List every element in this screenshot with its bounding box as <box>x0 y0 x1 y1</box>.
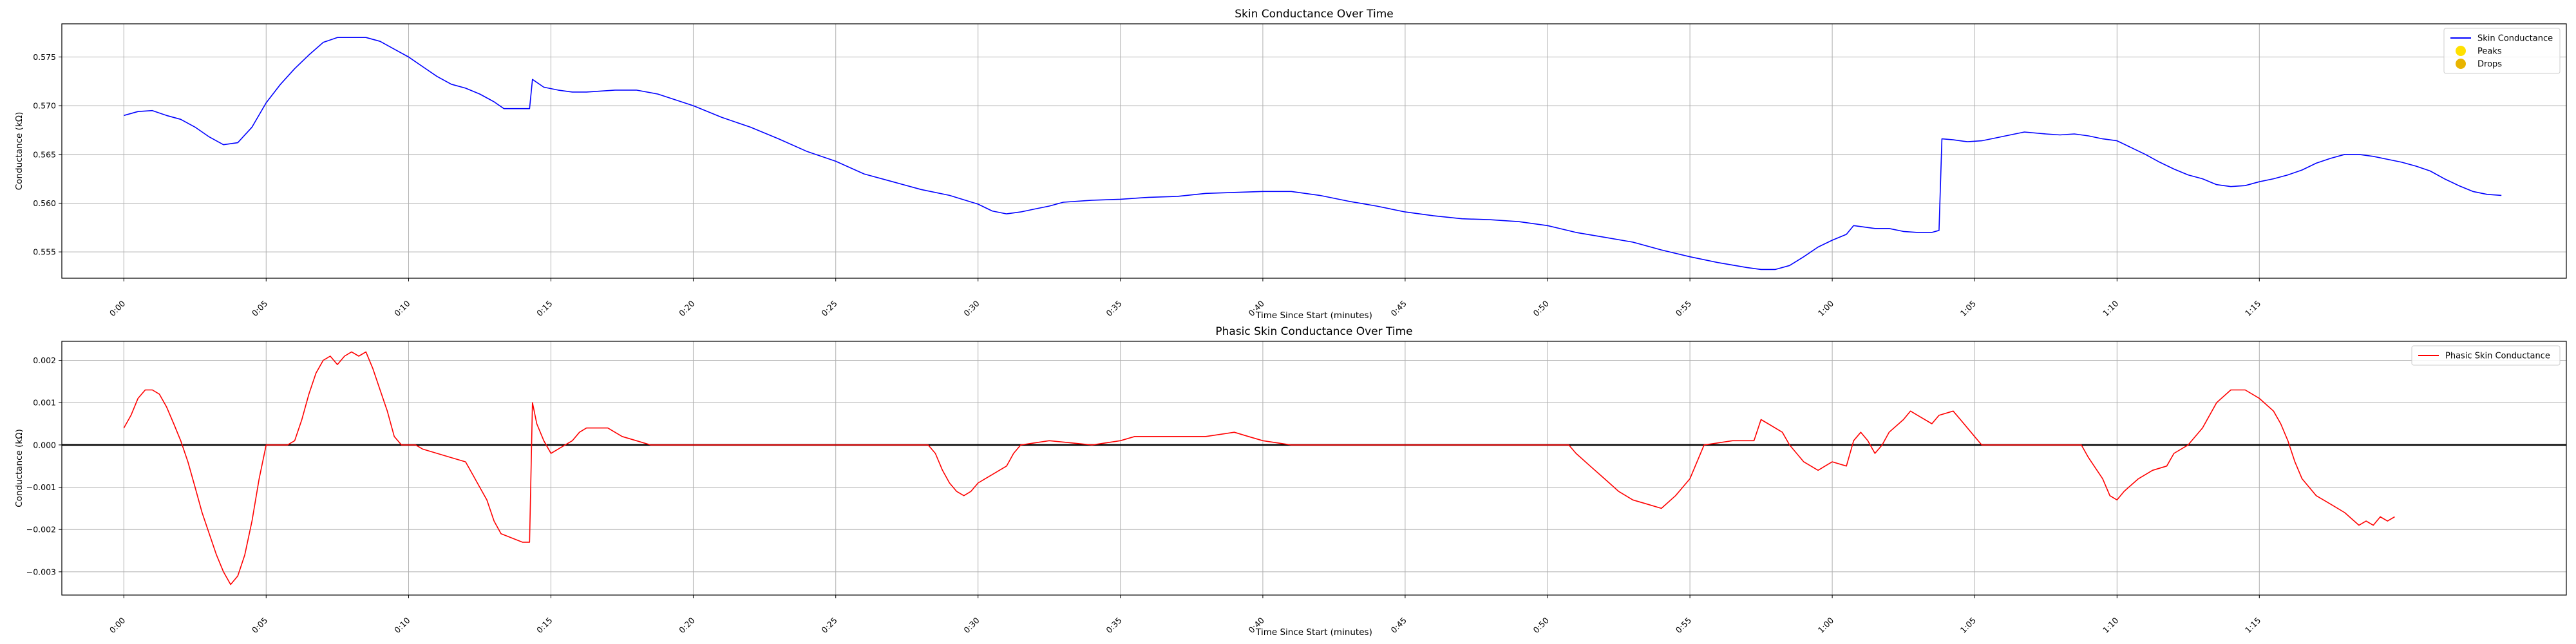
y-tick-label: 0.555 <box>33 247 56 257</box>
x-tick-label: 1:00 <box>1816 298 1835 317</box>
x-tick-label: 1:10 <box>2101 298 2120 317</box>
y-axis-ticks: −0.003 −0.002 −0.001 0.000 0.001 0.002 <box>26 355 62 576</box>
x-tick-label: 0:45 <box>1389 616 1408 635</box>
legend-marker-swatch <box>2456 59 2466 69</box>
x-tick-label: 0:30 <box>961 615 981 634</box>
legend: Skin Conductance Peaks Drops <box>2443 28 2561 74</box>
legend: Phasic Skin Conductance <box>2411 345 2561 366</box>
y-tick-label: 0.001 <box>33 398 56 408</box>
x-tick-label: 1:15 <box>2243 299 2262 318</box>
y-tick-label: −0.001 <box>26 482 56 492</box>
y-tick-label: −0.002 <box>26 525 56 535</box>
x-tick-label: 1:15 <box>2243 616 2262 635</box>
x-tick-label: 0:00 <box>108 298 127 317</box>
x-axis-ticks: 0:00 0:05 0:10 0:15 0:20 0:25 0:30 0:35 0:40 0:45… <box>108 595 2262 635</box>
legend-marker-swatch <box>2456 46 2466 56</box>
chart-title: Skin Conductance Over Time <box>1235 8 1393 21</box>
grid-lines <box>62 341 2566 595</box>
legend-label: Peaks <box>2477 47 2502 57</box>
x-tick-label: 0:15 <box>535 299 554 318</box>
legend-label: Phasic Skin Conductance <box>2445 352 2550 361</box>
x-tick-label: 0:25 <box>819 299 838 318</box>
x-axis-ticks: 0:00 0:05 0:10 0:15 0:20 0:25 0:30 0:35 0:40 0:45… <box>108 278 2262 318</box>
y-tick-label: 0.565 <box>33 149 56 159</box>
x-tick-label: 0:50 <box>1531 615 1551 634</box>
x-tick-label: 0:55 <box>1674 616 1693 635</box>
y-tick-label: 0.002 <box>33 355 56 365</box>
series-line-0 <box>123 351 2395 585</box>
y-tick-label: 0.575 <box>33 52 56 62</box>
x-tick-label: 0:30 <box>961 298 981 317</box>
x-axis-label: Time Since Start (minutes) <box>1255 310 1372 321</box>
x-tick-label: 1:05 <box>1958 299 1978 318</box>
grid-lines <box>62 24 2566 278</box>
y-tick-label: 0.000 <box>33 440 56 450</box>
y-axis-ticks: 0.555 0.560 0.565 0.570 0.575 <box>33 52 62 257</box>
phasic-chart: 0:00 0:05 0:10 0:15 0:20 0:25 0:30 0:35 0:40 0:45… <box>14 325 2567 638</box>
y-axis-label: Conductance (kΩ) <box>14 429 24 507</box>
x-tick-label: 0:50 <box>1531 298 1551 317</box>
legend-box <box>2443 28 2561 74</box>
x-tick-label: 0:25 <box>819 616 838 635</box>
x-tick-label: 0:00 <box>108 615 127 634</box>
x-tick-label: 0:05 <box>250 299 269 318</box>
x-tick-label: 0:15 <box>535 616 554 635</box>
legend-label: Drops <box>2477 60 2502 70</box>
x-axis-label: Time Since Start (minutes) <box>1255 627 1372 638</box>
x-tick-label: 0:20 <box>677 615 696 634</box>
chart-title: Phasic Skin Conductance Over Time <box>1215 325 1412 338</box>
x-tick-label: 1:10 <box>2101 615 2120 634</box>
x-tick-label: 1:00 <box>1816 615 1835 634</box>
x-tick-label: 0:20 <box>677 298 696 317</box>
y-tick-label: −0.003 <box>26 567 56 576</box>
x-tick-label: 0:55 <box>1674 299 1693 318</box>
y-tick-label: 0.560 <box>33 198 56 208</box>
x-tick-label: 0:35 <box>1104 616 1123 635</box>
x-tick-label: 0:10 <box>392 298 412 317</box>
x-tick-label: 0:05 <box>250 616 269 635</box>
x-tick-label: 0:10 <box>392 615 412 634</box>
y-tick-label: 0.570 <box>33 101 56 111</box>
tonic-chart: 0:00 0:05 0:10 0:15 0:20 0:25 0:30 0:35 0:40 0:45… <box>14 8 2567 321</box>
x-tick-label: 0:45 <box>1389 299 1408 318</box>
axes-frame <box>61 23 2567 279</box>
x-tick-label: 1:05 <box>1958 616 1978 635</box>
legend-label: Skin Conductance <box>2477 34 2553 44</box>
y-axis-label: Conductance (kΩ) <box>14 112 24 191</box>
legend-box <box>2411 345 2561 366</box>
x-tick-label: 0:35 <box>1104 299 1123 318</box>
axes-frame <box>61 341 2567 596</box>
series-line-0 <box>124 37 2502 270</box>
